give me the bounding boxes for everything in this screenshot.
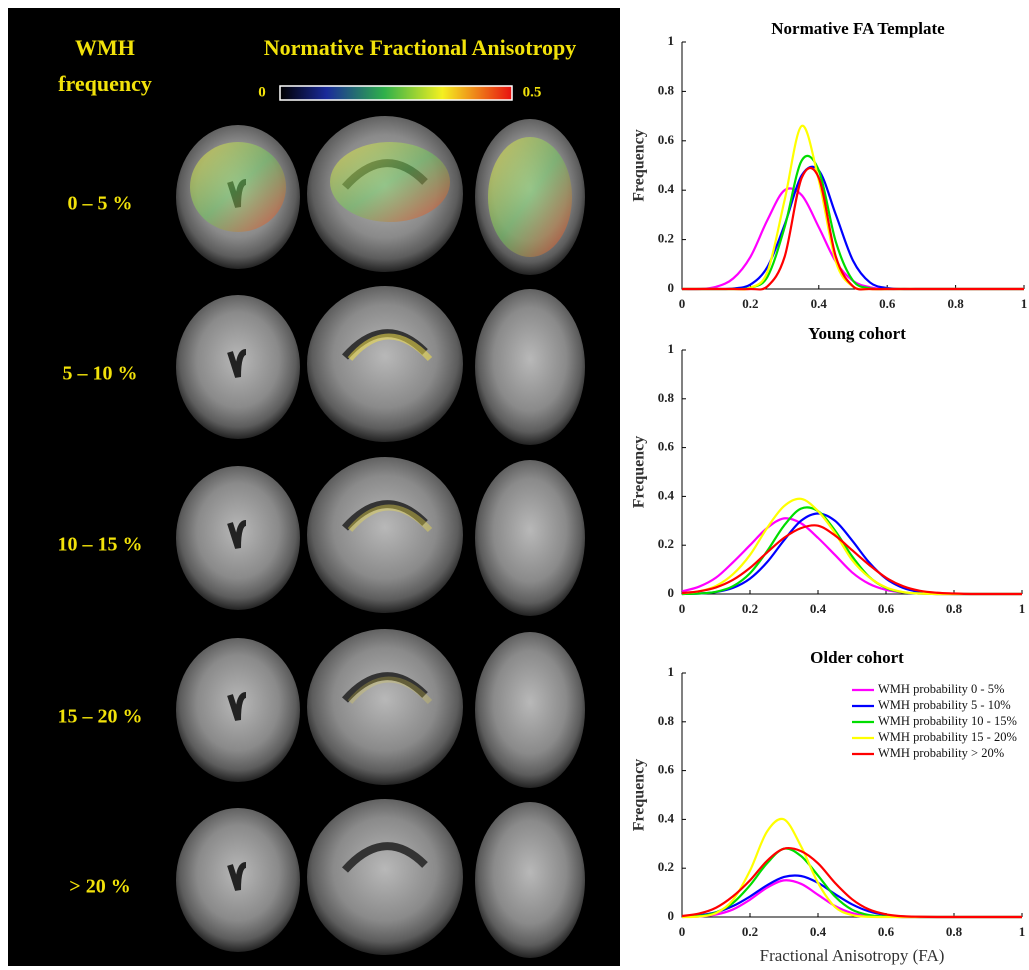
y-tick-label: 0.6 bbox=[658, 439, 675, 454]
sagittal-slice bbox=[307, 286, 463, 442]
x-tick-label: 0.2 bbox=[742, 296, 758, 311]
axial-slice bbox=[475, 802, 585, 958]
x-tick-label: 0 bbox=[679, 924, 686, 939]
y-tick-label: 0.4 bbox=[658, 181, 675, 196]
legend-label: WMH probability 0 - 5% bbox=[878, 682, 1004, 696]
series-line bbox=[682, 168, 1024, 290]
x-tick-label: 0.8 bbox=[946, 601, 963, 616]
row-header: WMH bbox=[75, 35, 135, 60]
x-tick-label: 0.2 bbox=[742, 924, 758, 939]
y-tick-label: 0 bbox=[668, 908, 675, 923]
y-tick-label: 0.2 bbox=[658, 536, 674, 551]
series-line bbox=[682, 126, 1024, 290]
charts: Normative FA Template Frequency 0 0.2 0.4 0.6… bbox=[631, 19, 1028, 965]
y-axis-label: Frequency bbox=[631, 759, 648, 832]
axial-slice bbox=[475, 632, 585, 788]
series-line bbox=[682, 156, 1024, 289]
y-tick-label: 0.8 bbox=[658, 82, 675, 97]
y-tick-label: 0 bbox=[668, 280, 675, 295]
x-tick-label: 0.6 bbox=[879, 296, 896, 311]
x-tick-label: 0.4 bbox=[810, 924, 827, 939]
row-label: 10 – 15 % bbox=[58, 534, 143, 556]
chart-title: Young cohort bbox=[808, 324, 906, 343]
x-tick-label: 0.8 bbox=[946, 924, 963, 939]
axial-slice bbox=[475, 460, 585, 616]
colorbar-min: 0 bbox=[258, 84, 266, 100]
row-label: 5 – 10 % bbox=[63, 363, 138, 385]
legend-label: WMH probability > 20% bbox=[878, 746, 1004, 760]
sagittal-slice bbox=[307, 629, 463, 785]
y-tick-label: 0.4 bbox=[658, 810, 675, 825]
x-tick-label: 0 bbox=[679, 601, 686, 616]
x-tick-label: 0 bbox=[679, 296, 686, 311]
row-label: 0 – 5 % bbox=[68, 193, 133, 215]
y-tick-label: 1 bbox=[668, 33, 675, 48]
colorbar-max: 0.5 bbox=[523, 84, 542, 100]
y-tick-label: 0.8 bbox=[658, 390, 675, 405]
y-tick-label: 1 bbox=[668, 664, 675, 679]
sagittal-slice bbox=[307, 457, 463, 613]
colorbar-title: Normative Fractional Anisotropy bbox=[264, 35, 576, 60]
y-tick-label: 0 bbox=[668, 585, 675, 600]
row-label: > 20 % bbox=[69, 876, 130, 898]
figure: WMH frequency Normative Fractional Aniso… bbox=[0, 0, 1029, 970]
legend-label: WMH probability 10 - 15% bbox=[878, 714, 1017, 728]
series-line bbox=[682, 513, 1022, 594]
x-tick-label: 0.4 bbox=[811, 296, 828, 311]
series-line bbox=[682, 167, 1024, 289]
sagittal-slice bbox=[307, 799, 463, 955]
x-axis-label: Fractional Anisotropy (FA) bbox=[760, 946, 945, 965]
y-axis-label: Frequency bbox=[631, 436, 648, 509]
x-tick-label: 0.6 bbox=[878, 601, 895, 616]
y-tick-label: 0.6 bbox=[658, 762, 675, 777]
y-axis-label: Frequency bbox=[631, 129, 648, 202]
chart-title: Older cohort bbox=[810, 648, 904, 667]
x-tick-label: 0.6 bbox=[878, 924, 895, 939]
y-tick-label: 0.6 bbox=[658, 132, 675, 147]
row-header: frequency bbox=[58, 71, 152, 96]
x-tick-label: 1 bbox=[1019, 924, 1026, 939]
x-tick-label: 0.4 bbox=[810, 601, 827, 616]
series-line bbox=[682, 188, 1024, 289]
colorbar bbox=[280, 86, 512, 100]
legend-label: WMH probability 5 - 10% bbox=[878, 698, 1011, 712]
fa-overlay bbox=[330, 142, 450, 222]
fa-overlay bbox=[190, 142, 286, 232]
legend-label: WMH probability 15 - 20% bbox=[878, 730, 1017, 744]
fa-overlay bbox=[488, 137, 572, 257]
y-tick-label: 0.2 bbox=[658, 859, 674, 874]
y-tick-label: 0.2 bbox=[658, 231, 674, 246]
x-tick-label: 1 bbox=[1019, 601, 1026, 616]
y-tick-label: 0.4 bbox=[658, 487, 675, 502]
row-label: 15 – 20 % bbox=[58, 706, 143, 728]
axial-slice bbox=[475, 289, 585, 445]
y-tick-label: 1 bbox=[668, 341, 675, 356]
x-tick-label: 1 bbox=[1021, 296, 1028, 311]
axes bbox=[682, 42, 1024, 289]
x-tick-label: 0.8 bbox=[947, 296, 964, 311]
chart-title: Normative FA Template bbox=[771, 19, 945, 38]
y-tick-label: 0.8 bbox=[658, 713, 675, 728]
x-tick-label: 0.2 bbox=[742, 601, 758, 616]
